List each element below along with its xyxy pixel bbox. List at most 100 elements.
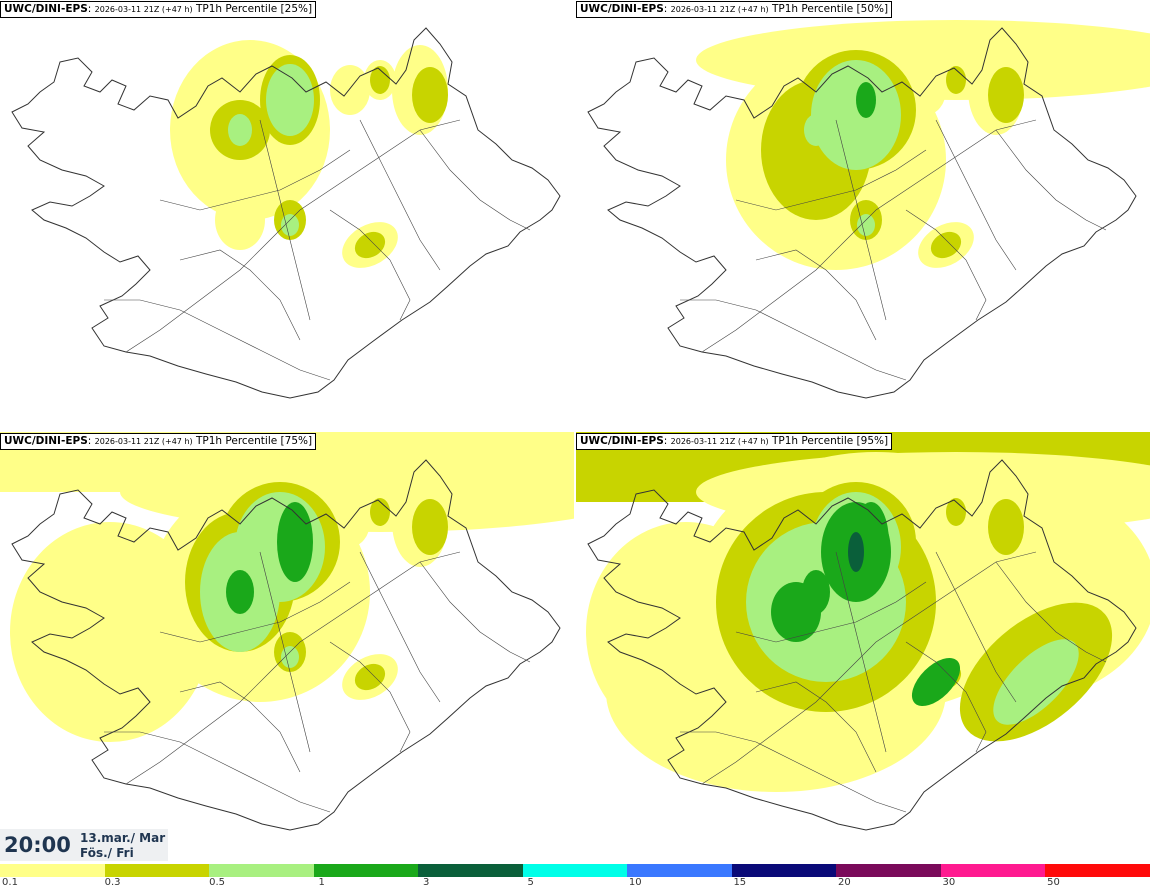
precip-contour [906, 65, 946, 115]
colorbar-segment [313, 864, 419, 877]
road [329, 209, 411, 321]
road [125, 551, 461, 785]
panel-title: UWC/DINI-EPS: 2026-03-11 21Z (+47 h) TP1… [0, 1, 317, 18]
colorbar-segment [104, 864, 210, 877]
precip-contour [330, 65, 370, 115]
road [359, 551, 441, 703]
precip-contour [266, 64, 314, 136]
road [179, 249, 301, 341]
valid-time-box: 20:00 13.mar./ Mar Fös./ Fri [0, 829, 168, 861]
road [905, 641, 987, 753]
panel-title: UWC/DINI-EPS: 2026-03-11 21Z (+47 h) TP1… [576, 433, 893, 450]
precip-contour [226, 570, 254, 614]
colorbar-segment [940, 864, 1046, 877]
road [419, 561, 531, 663]
precip-contour [811, 60, 901, 170]
road [755, 681, 877, 773]
map-panel-75: UWC/DINI-EPS: 2026-03-11 21Z (+47 h) TP1… [0, 432, 574, 862]
precip-contour [228, 114, 252, 146]
precip-contour [281, 214, 299, 236]
colorbar-segment [627, 864, 732, 877]
precip-contour [354, 231, 386, 259]
coastline [11, 459, 561, 831]
colorbar-tick-label: 0.1 [2, 877, 18, 888]
panel-title: UWC/DINI-EPS: 2026-03-11 21Z (+47 h) TP1… [0, 433, 317, 450]
precip-layer [0, 432, 574, 742]
precip-contour [412, 499, 448, 555]
road [680, 299, 907, 381]
colorbar-segment [836, 864, 941, 877]
map-canvas [587, 20, 1150, 399]
precip-contour [857, 214, 875, 236]
precip-contour [354, 663, 386, 691]
road [835, 119, 887, 321]
colorbar-tick-label: 3 [422, 877, 430, 888]
road [680, 731, 907, 813]
colorbar-segment [0, 864, 105, 877]
road [104, 299, 331, 381]
colorbar-tick-label: 15 [733, 877, 747, 888]
precip-contour [988, 499, 1024, 555]
road [995, 129, 1107, 231]
precip-contour [946, 66, 966, 94]
colorbar-tick-label: 50 [1047, 877, 1060, 888]
colorbar [0, 864, 1150, 877]
road [159, 581, 351, 643]
map-panel-50: UWC/DINI-EPS: 2026-03-11 21Z (+47 h) TP1… [576, 0, 1150, 430]
map-canvas [11, 27, 561, 399]
precip-contour [370, 66, 390, 94]
precip-layer [576, 432, 1150, 792]
road [935, 119, 1017, 271]
colorbar-ticks: 0.1 0.3 0.5 1 3 5 10 15 20 30 50 [0, 877, 1150, 891]
coastline [587, 27, 1137, 399]
precip-contour [988, 67, 1024, 123]
precip-layer [170, 40, 448, 268]
road [419, 129, 531, 231]
precip-contour [277, 502, 313, 582]
colorbar-tick-label: 5 [527, 877, 534, 888]
colorbar-tick-label: 0.3 [104, 877, 121, 888]
map-panel-25: UWC/DINI-EPS: 2026-03-11 21Z (+47 h) TP1… [0, 0, 574, 430]
valid-time: 20:00 [4, 833, 71, 857]
road [359, 119, 441, 271]
colorbar-segment [731, 864, 837, 877]
colorbar-segment [522, 864, 628, 877]
road [701, 119, 1037, 353]
colorbar-tick-label: 1 [318, 877, 325, 888]
road [755, 249, 877, 341]
road [701, 551, 1037, 785]
panel-title: UWC/DINI-EPS: 2026-03-11 21Z (+47 h) TP1… [576, 1, 893, 18]
precip-contour [906, 497, 946, 547]
colorbar-tick-label: 0.5 [209, 877, 226, 888]
road [104, 731, 331, 813]
road [835, 551, 887, 753]
map-canvas [0, 432, 574, 831]
colorbar-tick-label: 10 [628, 877, 642, 888]
road [179, 681, 301, 773]
precip-contour [930, 231, 962, 259]
precip-contour [993, 639, 1079, 725]
precip-layer [696, 20, 1150, 270]
colorbar-tick-label: 20 [837, 877, 851, 888]
precip-contour [848, 532, 864, 572]
road [159, 149, 351, 211]
valid-date-line2: Fös./ Fri [80, 846, 134, 860]
precip-contour [412, 67, 448, 123]
colorbar-segment [418, 864, 523, 877]
road [735, 581, 927, 643]
colorbar-segment [209, 864, 314, 877]
precip-contour [370, 498, 390, 526]
precip-contour [946, 498, 966, 526]
road [905, 209, 987, 321]
precip-contour [215, 190, 265, 250]
precip-contour [281, 646, 299, 668]
colorbar-segment [1045, 864, 1150, 877]
map-panel-95: UWC/DINI-EPS: 2026-03-11 21Z (+47 h) TP1… [576, 432, 1150, 862]
road [259, 551, 311, 753]
road [995, 561, 1107, 663]
precip-contour [911, 657, 961, 707]
precip-contour [856, 82, 876, 118]
road [329, 641, 411, 753]
colorbar-tick-label: 30 [942, 877, 956, 888]
road [259, 119, 311, 321]
